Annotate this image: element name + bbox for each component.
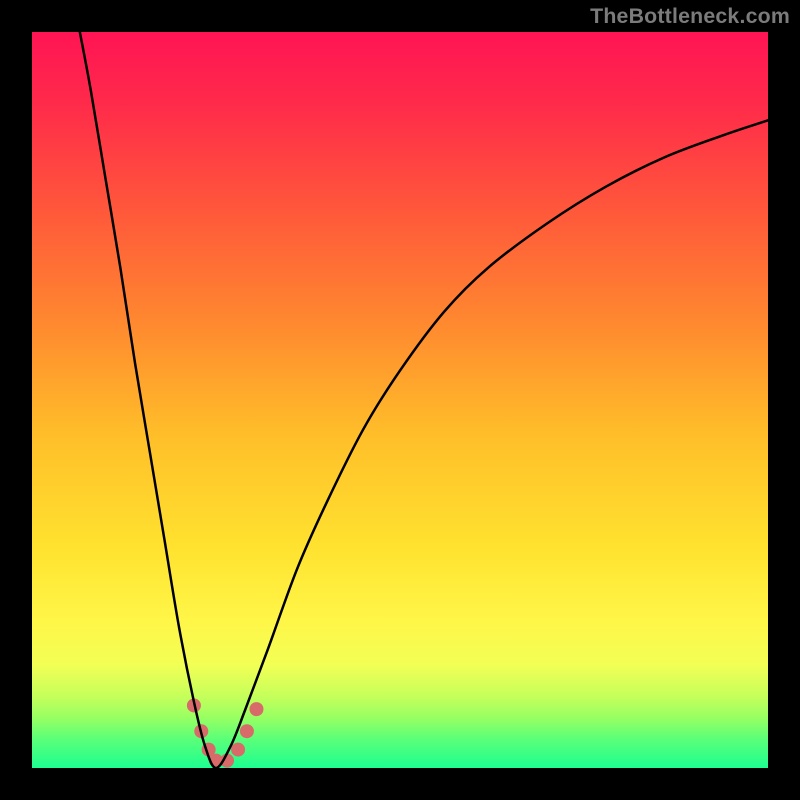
watermark-text: TheBottleneck.com: [590, 4, 790, 29]
chart-stage: TheBottleneck.com: [0, 0, 800, 800]
marker-dot: [231, 743, 245, 757]
marker-dot: [249, 702, 263, 716]
marker-dot: [240, 724, 254, 738]
bottleneck-chart: [0, 0, 800, 800]
